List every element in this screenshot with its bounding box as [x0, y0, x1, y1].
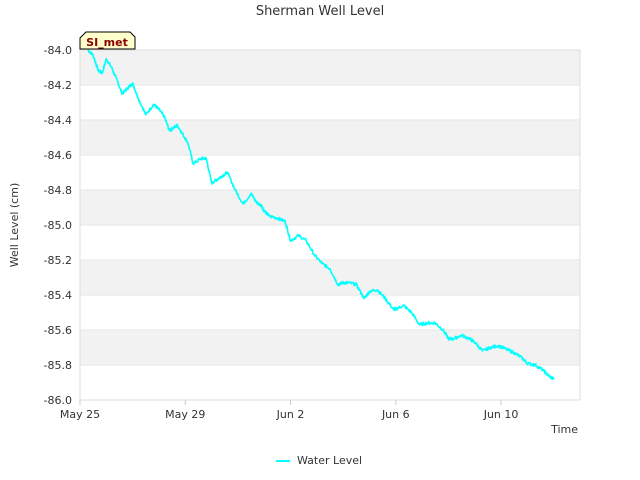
- background-band: [80, 260, 580, 295]
- x-tick-label: May 29: [165, 408, 205, 421]
- x-tick-label: Jun 2: [276, 408, 305, 421]
- plot-area-border: [79, 49, 581, 401]
- series-line-water-level: [87, 49, 555, 380]
- site-badge-label: SI_met: [86, 36, 128, 49]
- background-bands: [80, 50, 580, 365]
- y-tick-label: -84.0: [44, 44, 72, 57]
- y-tick-label: -85.4: [44, 289, 72, 302]
- background-band: [80, 120, 580, 155]
- y-axis-label: Well Level (cm): [8, 183, 21, 268]
- site-badge: SI_met: [79, 31, 136, 50]
- y-tick-label: -84.6: [44, 149, 72, 162]
- y-tick-label: -84.2: [44, 79, 72, 92]
- x-tick-labels: May 25 May 29 Jun 2 Jun 6 Jun 10: [60, 400, 519, 421]
- site-badge-shape: [79, 31, 136, 50]
- background-band: [80, 190, 580, 225]
- chart-title: Sherman Well Level: [256, 4, 384, 19]
- y-tick-label: -85.6: [44, 324, 72, 337]
- background-band: [80, 50, 580, 85]
- y-tick-label: -85.8: [44, 359, 72, 372]
- legend-label-water-level: Water Level: [297, 454, 362, 467]
- y-tick-label: -86.0: [44, 394, 72, 407]
- y-tick-label: -85.2: [44, 254, 72, 267]
- x-tick-label: Jun 6: [381, 408, 410, 421]
- y-tick-label: -84.4: [44, 114, 72, 127]
- legend[interactable]: Water Level: [276, 454, 362, 467]
- y-tick-label: -84.8: [44, 184, 72, 197]
- y-tick-label: -85.0: [44, 219, 72, 232]
- y-tick-labels: -84.0 -84.2 -84.4 -84.6 -84.8 -85.0 -85.2 -85.4…: [44, 44, 72, 407]
- x-axis-label: Time: [550, 423, 578, 436]
- x-tick-label: Jun 10: [483, 408, 519, 421]
- x-tick-label: May 25: [60, 408, 100, 421]
